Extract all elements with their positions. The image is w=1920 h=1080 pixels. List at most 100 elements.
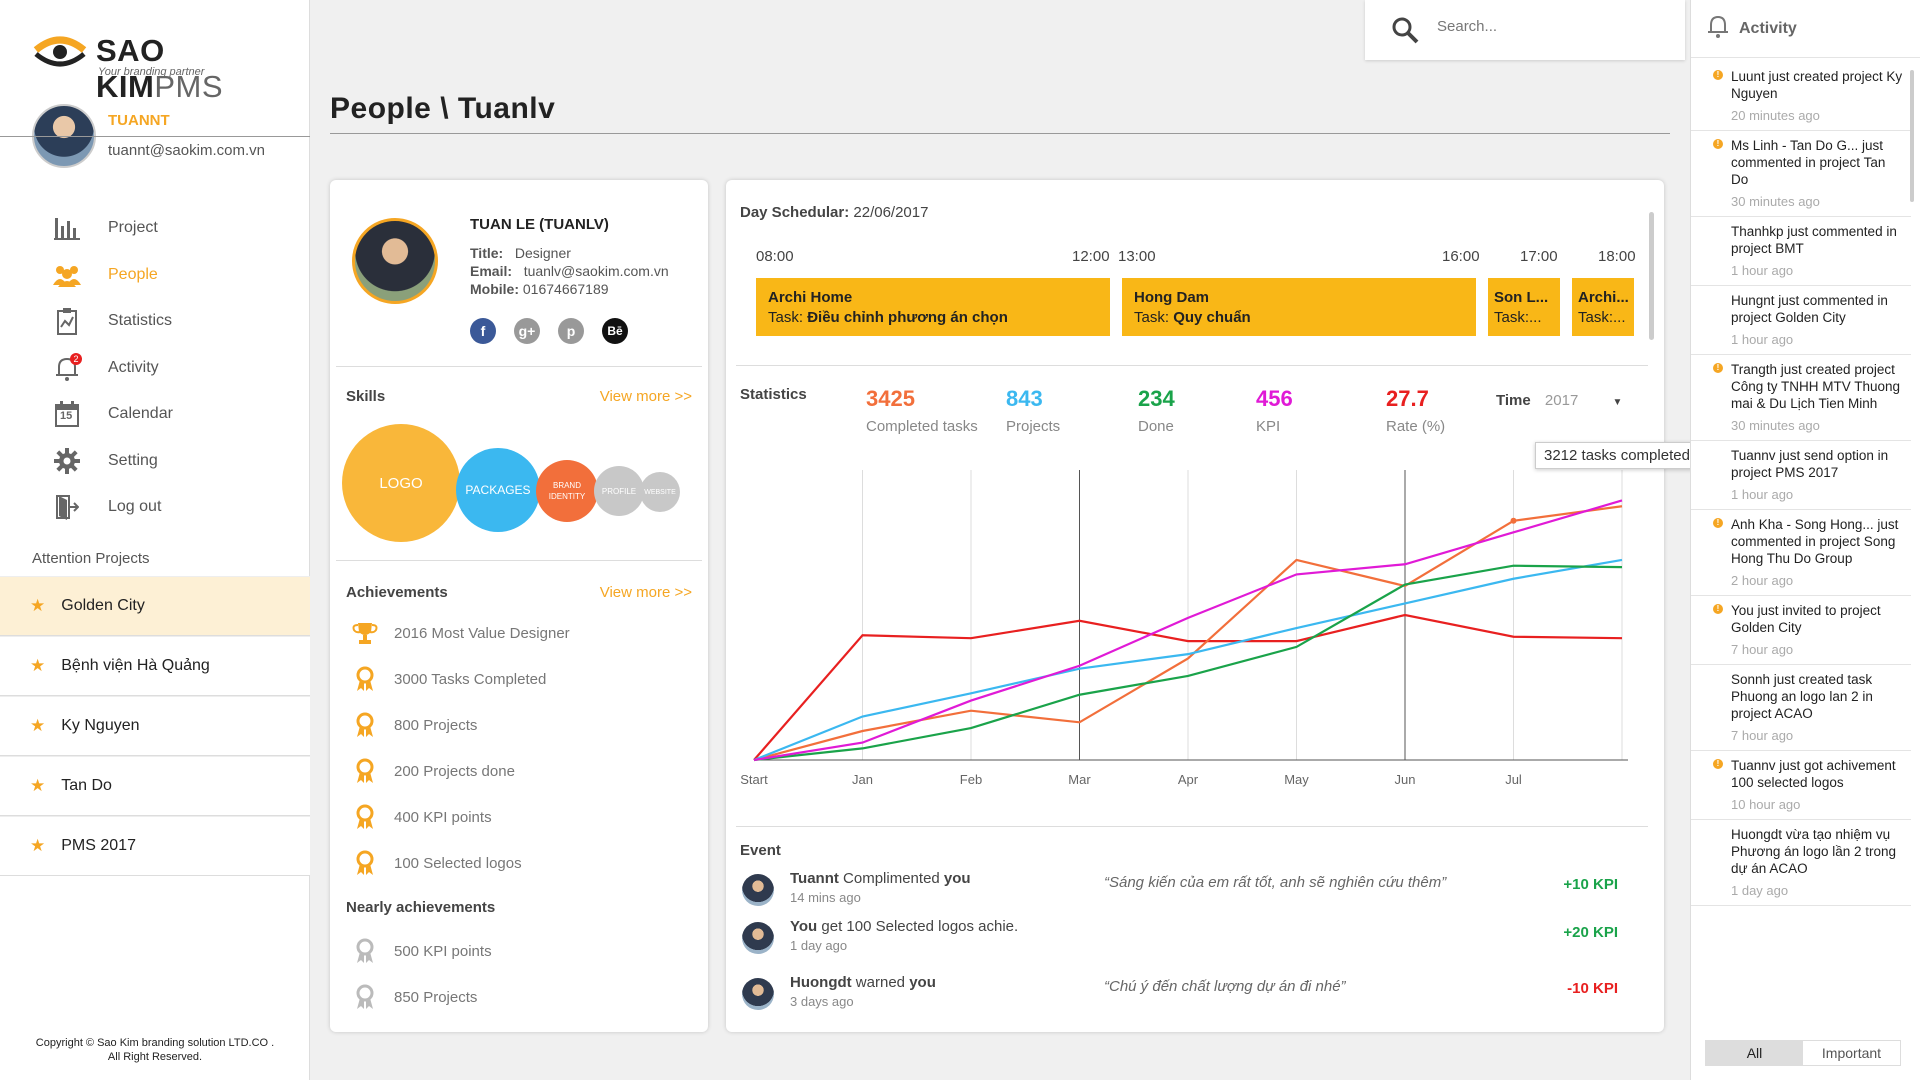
- schedule-scrollbar[interactable]: [1649, 212, 1654, 340]
- activity-time: 10 hour ago: [1731, 797, 1801, 812]
- block-task: Quy chuẩn: [1173, 309, 1251, 326]
- profile-title: Designer: [514, 245, 571, 261]
- attention-project-item[interactable]: ★ Bệnh viện Hà Quảng: [0, 636, 310, 696]
- notification-badge: 2: [70, 352, 82, 365]
- block-task: Điều chỉnh phương án chọn: [807, 309, 1008, 326]
- activity-item[interactable]: ! Anh Kha - Song Hong... just commented i…: [1691, 510, 1911, 596]
- trophy-icon: [350, 621, 380, 645]
- series-line[interactable]: [753, 558, 1623, 762]
- facebook-icon[interactable]: f: [470, 318, 496, 344]
- user-email: tuannt@saokim.com.vn: [108, 142, 265, 159]
- series-line[interactable]: [753, 613, 1623, 761]
- nav-item-calendar[interactable]: 15 Calendar: [52, 391, 173, 438]
- bar-chart-icon: [52, 213, 82, 243]
- activity-panel: Activity ! Luunt just created project Ky …: [1690, 0, 1920, 1080]
- copyright-line: Copyright © Sao Kim branding solution LT…: [35, 1037, 275, 1049]
- user-name: TUANNT: [108, 112, 170, 129]
- line-chart: Start Jan Feb Mar Apr May Jun Jul: [740, 470, 1628, 787]
- activity-item[interactable]: Hungnt just commented in project Golden …: [1691, 286, 1911, 355]
- important-icon: !: [1713, 759, 1723, 769]
- project-label: Bệnh viện Hà Quảng: [61, 657, 210, 674]
- star-icon: ★: [30, 836, 46, 855]
- behance-icon[interactable]: Bē: [602, 318, 628, 344]
- schedule-block[interactable]: Archi... Task:...: [1572, 278, 1634, 336]
- star-icon: ★: [30, 596, 46, 615]
- nav-label: Setting: [108, 451, 158, 469]
- schedule-time: 16:00: [1442, 248, 1480, 265]
- time-value: 2017: [1544, 392, 1579, 409]
- chart-tooltip: 3212 tasks completed: [1535, 442, 1699, 469]
- stat-kpi: 456 KPI: [1256, 386, 1293, 435]
- activity-list: ! Luunt just created project Ky Nguyen 20 …: [1691, 62, 1911, 906]
- activity-item[interactable]: ! Tuannv just got achivement 100 selected…: [1691, 751, 1911, 820]
- divider: [330, 133, 1670, 134]
- search-icon[interactable]: [1391, 16, 1419, 49]
- project-label: Tan Do: [61, 777, 112, 794]
- search-input[interactable]: [1437, 18, 1667, 35]
- schedule-block[interactable]: Archi Home Task: Điều chỉnh phương án ch…: [756, 278, 1110, 336]
- divider: [736, 365, 1648, 366]
- copyright-line: All Right Reserved.: [107, 1051, 203, 1063]
- star-icon: ★: [30, 716, 46, 735]
- series-line[interactable]: [753, 499, 1623, 762]
- achievements-view-more-link[interactable]: View more >>: [599, 584, 692, 601]
- x-tick-label: Apr: [1178, 772, 1199, 787]
- schedule-block[interactable]: Hong Dam Task: Quy chuẩn: [1122, 278, 1476, 336]
- important-icon: !: [1713, 70, 1723, 80]
- series-line[interactable]: [753, 564, 1623, 762]
- achievement-item: 100 Selected logos: [350, 840, 570, 886]
- activity-item[interactable]: Huongdt vừa tạo nhiệm vụ Phương án logo …: [1691, 820, 1911, 906]
- nav-item-project[interactable]: Project: [52, 205, 173, 252]
- skills-view-more-link[interactable]: View more >>: [599, 388, 692, 405]
- activity-text: Hungnt just commented in project Golden …: [1731, 293, 1888, 325]
- divider: [0, 136, 310, 137]
- achievement-label: 500 KPI points: [394, 942, 492, 960]
- event-target: you: [943, 870, 971, 887]
- activity-time: 30 minutes ago: [1731, 194, 1820, 209]
- highlight-point[interactable]: [1510, 517, 1517, 524]
- achievement-label: 200 Projects done: [394, 762, 515, 780]
- tab-important[interactable]: Important: [1821, 1045, 1882, 1061]
- nav-item-statistics[interactable]: Statistics: [52, 298, 173, 345]
- schedule-block[interactable]: Son L... Task:...: [1488, 278, 1560, 336]
- nav-item-logout[interactable]: Log out: [52, 484, 173, 531]
- achievement-label: 400 KPI points: [394, 808, 492, 826]
- event-item: You get 100 Selected logos achie. 1 day …: [742, 918, 1642, 958]
- nav-item-people[interactable]: People: [52, 252, 173, 299]
- project-label: Ky Nguyen: [61, 717, 140, 734]
- nav-item-setting[interactable]: Setting: [52, 438, 173, 485]
- schedule-label: Day Schedular:: [740, 204, 850, 221]
- activity-scrollbar[interactable]: [1910, 70, 1914, 202]
- activity-time: 1 hour ago: [1731, 487, 1794, 502]
- profile-avatar: [352, 218, 438, 304]
- pinterest-icon[interactable]: p: [558, 318, 584, 344]
- medal-gray-icon: [350, 938, 380, 964]
- stat-completed-tasks: 3425 Completed tasks: [866, 386, 978, 435]
- event-item: Huongdt warned you 3 days ago “Chú ý đến…: [742, 974, 1642, 1014]
- x-tick-label: Feb: [960, 772, 982, 787]
- google-plus-icon[interactable]: g+: [514, 318, 540, 344]
- activity-item[interactable]: ! Ms Linh - Tan Do G... just commented in…: [1691, 131, 1911, 217]
- event-action: warned: [851, 974, 910, 991]
- page-title: People \ Tuanlv: [330, 92, 556, 125]
- activity-item[interactable]: ! Trangth just created project Công ty TN…: [1691, 355, 1911, 441]
- activity-item[interactable]: Tuannv just send option in project PMS 2…: [1691, 441, 1911, 510]
- medal-gray-icon: [350, 984, 380, 1010]
- activity-item[interactable]: ! Luunt just created project Ky Nguyen 20 …: [1691, 62, 1911, 131]
- title-label: Title:: [470, 245, 504, 261]
- tab-all[interactable]: All: [1706, 1041, 1803, 1065]
- attention-project-item[interactable]: ★ PMS 2017: [0, 816, 310, 876]
- attention-project-item[interactable]: ★ Ky Nguyen: [0, 696, 310, 756]
- schedule-title: Day Schedular: 22/06/2017: [740, 204, 928, 221]
- nav-item-activity[interactable]: 2 Activity: [52, 345, 173, 392]
- attention-project-item[interactable]: ★ Tan Do: [0, 756, 310, 816]
- activity-item[interactable]: Thanhkp just commented in project BMT 1 h…: [1691, 217, 1911, 286]
- logo[interactable]: SAO KIMPMS Your branding partner: [32, 28, 282, 104]
- stat-done: 234 Done: [1138, 386, 1175, 435]
- brand-name: SAO KIMPMS: [96, 33, 224, 104]
- time-select[interactable]: Time 2017 ▼: [1496, 392, 1622, 409]
- gear-icon: [52, 446, 82, 476]
- activity-item[interactable]: ! You just invited to project Golden City…: [1691, 596, 1911, 665]
- attention-project-item[interactable]: ★ Golden City: [0, 576, 310, 636]
- activity-item[interactable]: Sonnh just created task Phuong an logo l…: [1691, 665, 1911, 751]
